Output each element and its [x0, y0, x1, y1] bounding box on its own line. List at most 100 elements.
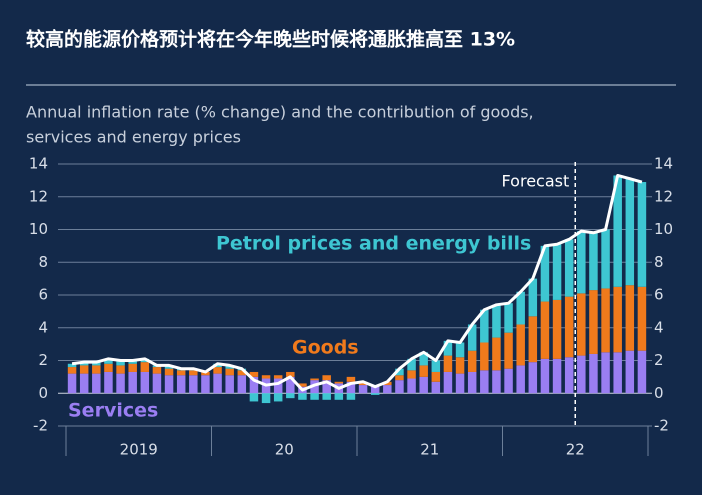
bar-segment	[431, 381, 441, 394]
bar-segment	[116, 365, 125, 374]
bar-segment	[589, 290, 598, 354]
bar-segment	[431, 371, 441, 382]
bar-segment	[213, 367, 222, 374]
bar-segment	[467, 350, 477, 372]
bar-segment	[455, 342, 465, 358]
bar-segment	[273, 378, 283, 394]
bar-segment	[176, 375, 186, 394]
bar-segment	[346, 376, 356, 382]
bar-segment	[189, 370, 198, 376]
bar-segment	[249, 376, 259, 394]
bar-segment	[116, 360, 125, 366]
bar-segment	[601, 288, 610, 353]
bar-segment	[419, 365, 428, 377]
bar-segment	[419, 376, 428, 394]
bar-segment	[249, 393, 259, 402]
bar-segment	[564, 239, 574, 297]
bar-segment	[528, 278, 538, 317]
bar-segment	[480, 370, 489, 394]
bar-segment	[346, 393, 356, 400]
bar-segment	[504, 368, 513, 394]
y2-tick-label: 10	[654, 220, 673, 238]
bar-segment	[79, 362, 89, 366]
bar-segment	[480, 342, 489, 371]
bar-segment	[492, 370, 501, 394]
x-year-label: 2019	[120, 441, 158, 459]
bar-segment	[370, 386, 380, 394]
bar-segment	[225, 368, 234, 376]
bar-segment	[128, 360, 137, 364]
bar-segment	[395, 380, 404, 394]
bar-segment	[92, 365, 101, 374]
bar-segment	[152, 373, 162, 394]
bar-segment	[358, 381, 368, 386]
subtitle: services and energy prices	[26, 128, 241, 147]
y-tick-label: 4	[38, 318, 48, 336]
bar-segment	[261, 393, 271, 404]
y-tick-label: 10	[29, 220, 48, 238]
bar-segment	[443, 371, 453, 394]
bar-segment	[407, 370, 416, 379]
y-tick-label: -2	[33, 417, 48, 435]
bar-segment	[395, 368, 404, 376]
bar-segment	[540, 301, 550, 359]
bar-segment	[443, 355, 453, 372]
bar-segment	[613, 286, 622, 353]
bar-segment	[249, 371, 259, 377]
bar-segment	[625, 285, 635, 351]
bar-segment	[480, 309, 489, 343]
y2-tick-label: 4	[654, 318, 664, 336]
total-line	[71, 173, 643, 392]
bar-segment	[625, 178, 635, 286]
bar-segment	[492, 304, 501, 338]
bar-segment	[140, 362, 150, 372]
legend-label: Services	[68, 400, 158, 422]
bar-segment	[577, 293, 586, 356]
bar-segment	[79, 373, 89, 394]
bar-segment	[273, 375, 283, 379]
bar-segment	[577, 231, 586, 294]
bar-segment	[564, 296, 574, 358]
bar-segment	[637, 286, 647, 351]
bar-segment	[79, 365, 89, 374]
bar-segment	[443, 340, 453, 356]
legend-label: Goods	[292, 337, 359, 359]
bar-segment	[67, 363, 77, 368]
bar-segment	[213, 373, 222, 394]
bar-segment	[637, 350, 647, 394]
bar-segment	[322, 380, 331, 394]
bar-segment	[492, 337, 501, 371]
bar-segment	[637, 182, 647, 287]
bar-segment	[164, 368, 174, 376]
bar-segment	[310, 393, 319, 400]
bar-segment	[298, 383, 307, 387]
bar-segment	[540, 245, 550, 302]
bar-segment	[383, 381, 392, 386]
bar-segment	[358, 385, 368, 394]
bar-segment	[286, 393, 295, 399]
bar-segment	[419, 352, 428, 366]
bar-segment	[504, 303, 513, 333]
bar-segment	[601, 229, 610, 289]
y-tick-label: 8	[38, 253, 48, 271]
bar-segment	[104, 363, 113, 372]
bar-segment	[467, 371, 477, 394]
bar-segment	[516, 324, 525, 366]
bar-segment	[528, 362, 538, 394]
bar-segment	[334, 393, 344, 400]
bar-segment	[370, 393, 380, 395]
bar-segment	[589, 353, 598, 394]
bar-segment	[128, 371, 137, 394]
bar-segment	[225, 375, 234, 394]
y2-tick-label: 2	[654, 351, 664, 369]
bar-segment	[322, 393, 331, 400]
bar-segment	[613, 175, 622, 287]
bar-segment	[455, 373, 465, 394]
bar-segment	[346, 381, 356, 394]
bar-segment	[589, 232, 598, 291]
x-year-label: 21	[420, 441, 439, 459]
y2-tick-label: 6	[654, 286, 664, 304]
bar-segment	[395, 375, 404, 381]
bar-segment	[601, 352, 610, 394]
